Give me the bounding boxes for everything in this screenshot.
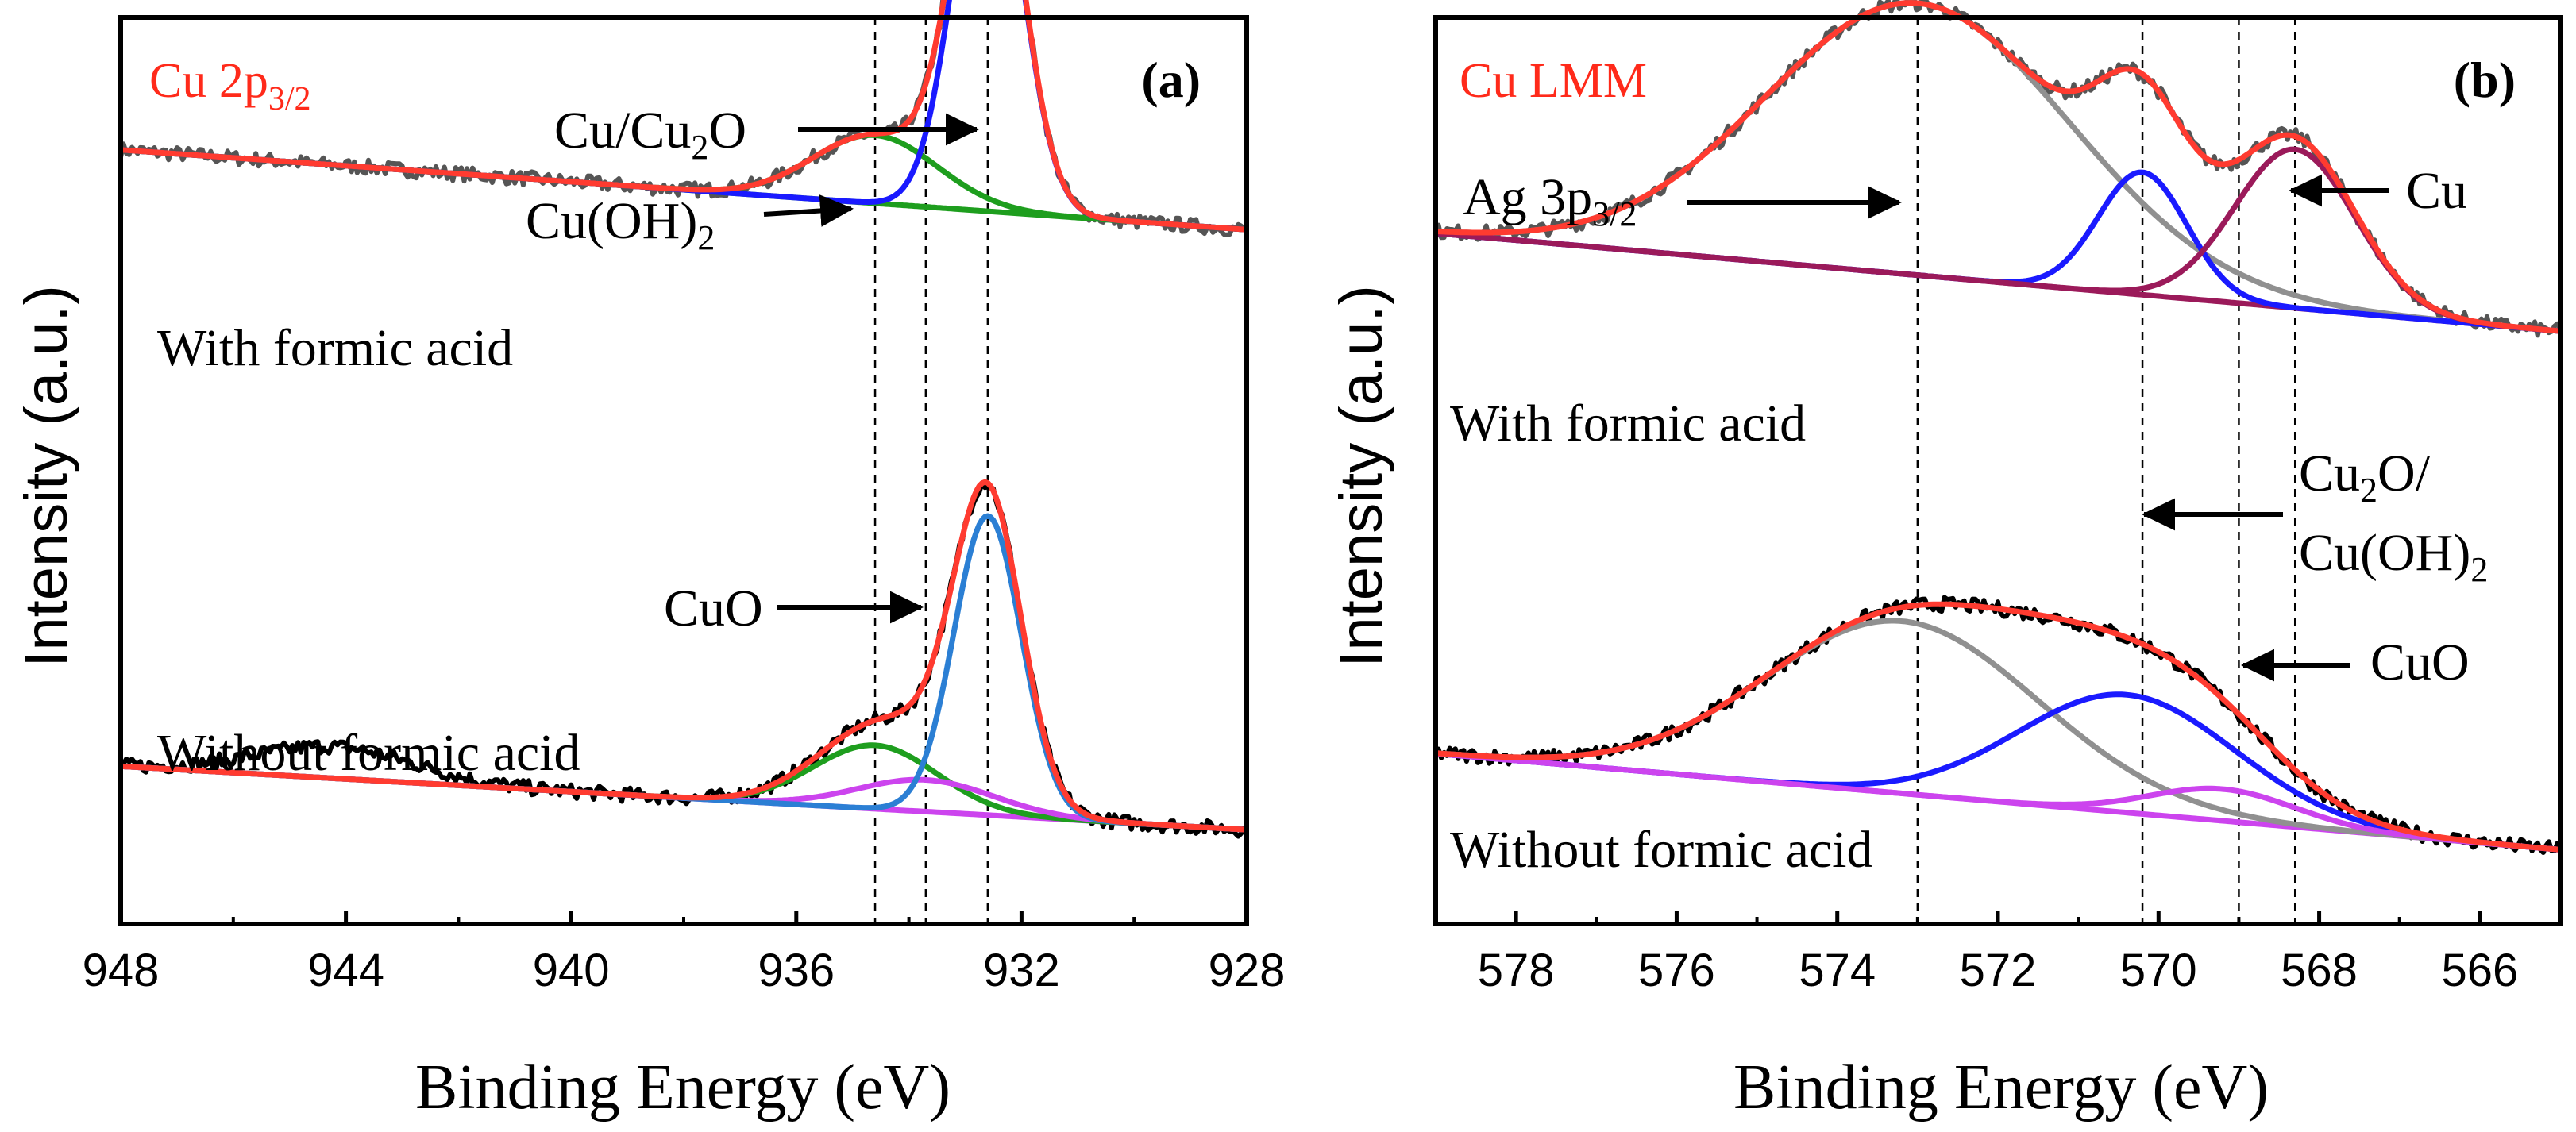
panel-a-title: Cu 2p3/2: [149, 54, 311, 117]
panel-a: 948 944 940 936 932 928 Cu 2p3/2 (a) With for…: [13, 0, 1285, 1122]
x-tick-label: 944: [307, 945, 384, 996]
annotation-cuo-a: CuO: [664, 579, 763, 637]
annotation-cuo-b: CuO: [2370, 633, 2470, 691]
x-tick-label: 576: [1638, 945, 1715, 996]
panel-b-label: (b): [2454, 52, 2516, 108]
raw-spectrum-without-formic-acid: [118, 480, 1248, 839]
x-tick-label: 928: [1209, 945, 1286, 996]
panel-a-plot-area: [118, 0, 1249, 924]
x-tick-label: 932: [983, 945, 1060, 996]
x-tick-label: 578: [1478, 945, 1555, 996]
panel-a-y-axis-label: Intensity (a.u.): [13, 285, 80, 668]
panel-b-plot-area: [1433, 0, 2563, 924]
raw-spectrum-with-formic-acid: [1433, 0, 2563, 338]
panel-b-title: Cu LMM: [1460, 54, 1647, 108]
fit-component-cuo: [120, 513, 1248, 833]
fit-envelope-with-formic-acid: [120, 0, 1248, 233]
x-tick-label: 948: [83, 945, 160, 996]
fit-envelope-without-formic-acid: [1435, 601, 2561, 853]
annotation-cu2o-cuoh2-line2: Cu(OH)2: [2299, 524, 2488, 589]
annotation-cu-cu2o: Cu/Cu2O: [554, 102, 746, 167]
panel-a-offset-label-without: Without formic acid: [157, 724, 580, 782]
annotation-ag3p: Ag 3p3/2: [1463, 168, 1637, 233]
fit-envelope-without-formic-acid: [120, 479, 1248, 833]
fit-component-cu: [1435, 146, 2561, 334]
x-tick-label: 566: [2441, 945, 2518, 996]
fit-component-cuo: [1435, 750, 2561, 853]
x-tick-label: 572: [1960, 945, 2037, 996]
fit-envelope-with-formic-acid: [1435, 0, 2561, 334]
panel-a-x-axis-label: Binding Energy (eV): [415, 1053, 951, 1122]
panel-b: 578 576 574 572 570 568 566 Cu LMM (b) With fo…: [1328, 0, 2563, 1122]
x-tick-label: 568: [2281, 945, 2358, 996]
panel-a-label: (a): [1141, 52, 1201, 108]
panel-b-x-axis-label: Binding Energy (eV): [1733, 1053, 2269, 1122]
panel-a-offset-label-with: With formic acid: [157, 319, 513, 377]
annotation-cu-oh2-arrow: [763, 194, 854, 227]
annotation-cu-b: Cu: [2406, 162, 2467, 220]
panel-b-x-ticks: 578 576 574 572 570 568 566: [1478, 911, 2518, 996]
annotation-cu2o-cuoh2: Cu2O/: [2299, 445, 2431, 510]
x-tick-label: 936: [758, 945, 835, 996]
x-tick-label: 940: [533, 945, 610, 996]
panel-b-offset-label-with: With formic acid: [1450, 395, 1806, 452]
panel-b-y-axis-label: Intensity (a.u.): [1328, 285, 1395, 668]
x-tick-label: 570: [2120, 945, 2197, 996]
panel-a-x-ticks: 948 944 940 936 932 928: [83, 911, 1286, 996]
annotation-cu-oh2: Cu(OH)2: [526, 192, 715, 257]
panel-b-offset-label-without: Without formic acid: [1450, 821, 1873, 879]
x-tick-label: 574: [1799, 945, 1876, 996]
